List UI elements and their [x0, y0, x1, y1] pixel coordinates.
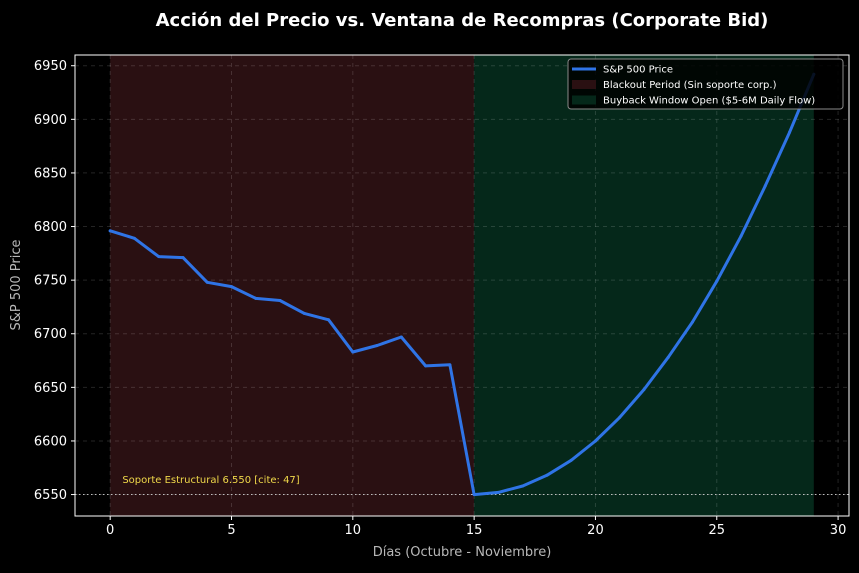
x-tick-label: 5	[227, 523, 235, 538]
data-point	[302, 311, 306, 315]
data-point	[157, 255, 161, 259]
x-tick-label: 25	[708, 523, 725, 538]
region-buyback-window	[474, 55, 814, 516]
y-axis-label: S&P 500 Price	[9, 239, 24, 330]
y-tick-label: 6850	[34, 166, 67, 181]
data-point	[739, 234, 743, 238]
data-point	[399, 335, 403, 339]
data-point	[521, 484, 525, 488]
y-tick-label: 6600	[34, 434, 67, 449]
data-point	[715, 279, 719, 283]
x-tick-label: 20	[587, 523, 604, 538]
support-annotation: Soporte Estructural 6.550 [cite: 47]	[122, 475, 299, 486]
data-point	[327, 318, 331, 322]
data-point	[545, 473, 549, 477]
data-point	[472, 493, 476, 497]
data-point	[788, 130, 792, 134]
data-point	[278, 299, 282, 303]
y-tick-label: 6900	[34, 113, 67, 128]
data-point	[618, 415, 622, 419]
chart-title: Acción del Precio vs. Ventana de Recompr…	[156, 10, 769, 31]
legend: S&P 500 Price Blackout Period (Sin soport…	[567, 58, 844, 110]
data-point	[763, 184, 767, 188]
data-point	[496, 490, 500, 494]
data-point	[448, 363, 452, 367]
legend-swatch-patch	[572, 95, 596, 105]
data-point	[691, 320, 695, 324]
data-point	[254, 296, 258, 300]
y-tick-label: 6650	[34, 381, 67, 396]
legend-label: Buyback Window Open ($5-6M Daily Flow)	[603, 96, 815, 107]
y-tick-label: 6950	[34, 59, 67, 74]
x-tick-label: 15	[466, 523, 483, 538]
legend-box	[567, 58, 844, 110]
series-line-sp500	[108, 72, 816, 497]
data-point	[642, 387, 646, 391]
x-tick-label: 10	[345, 523, 362, 538]
y-tick-label: 6700	[34, 327, 67, 342]
x-axis-label: Días (Octubre - Noviembre)	[373, 545, 552, 560]
region-blackout-period	[110, 55, 475, 516]
legend-label: Blackout Period (Sin soporte corp.)	[603, 80, 777, 91]
y-tick-label: 6750	[34, 274, 67, 289]
y-tick-label: 6550	[34, 488, 67, 503]
data-point	[666, 355, 670, 359]
data-point	[351, 350, 355, 354]
x-tick-label: 30	[830, 523, 847, 538]
data-point	[424, 364, 428, 368]
y-tick-label: 6800	[34, 220, 67, 235]
data-point	[181, 256, 185, 260]
plot-frame	[74, 54, 850, 517]
data-point	[569, 458, 573, 462]
data-point	[375, 344, 379, 348]
data-point	[108, 229, 112, 233]
data-point	[205, 280, 209, 284]
legend-swatch-patch	[572, 80, 596, 89]
data-point	[229, 285, 233, 289]
data-point	[593, 439, 597, 443]
x-tick-label: 0	[106, 523, 114, 538]
data-point	[132, 236, 136, 240]
legend-label: S&P 500 Price	[603, 65, 673, 76]
